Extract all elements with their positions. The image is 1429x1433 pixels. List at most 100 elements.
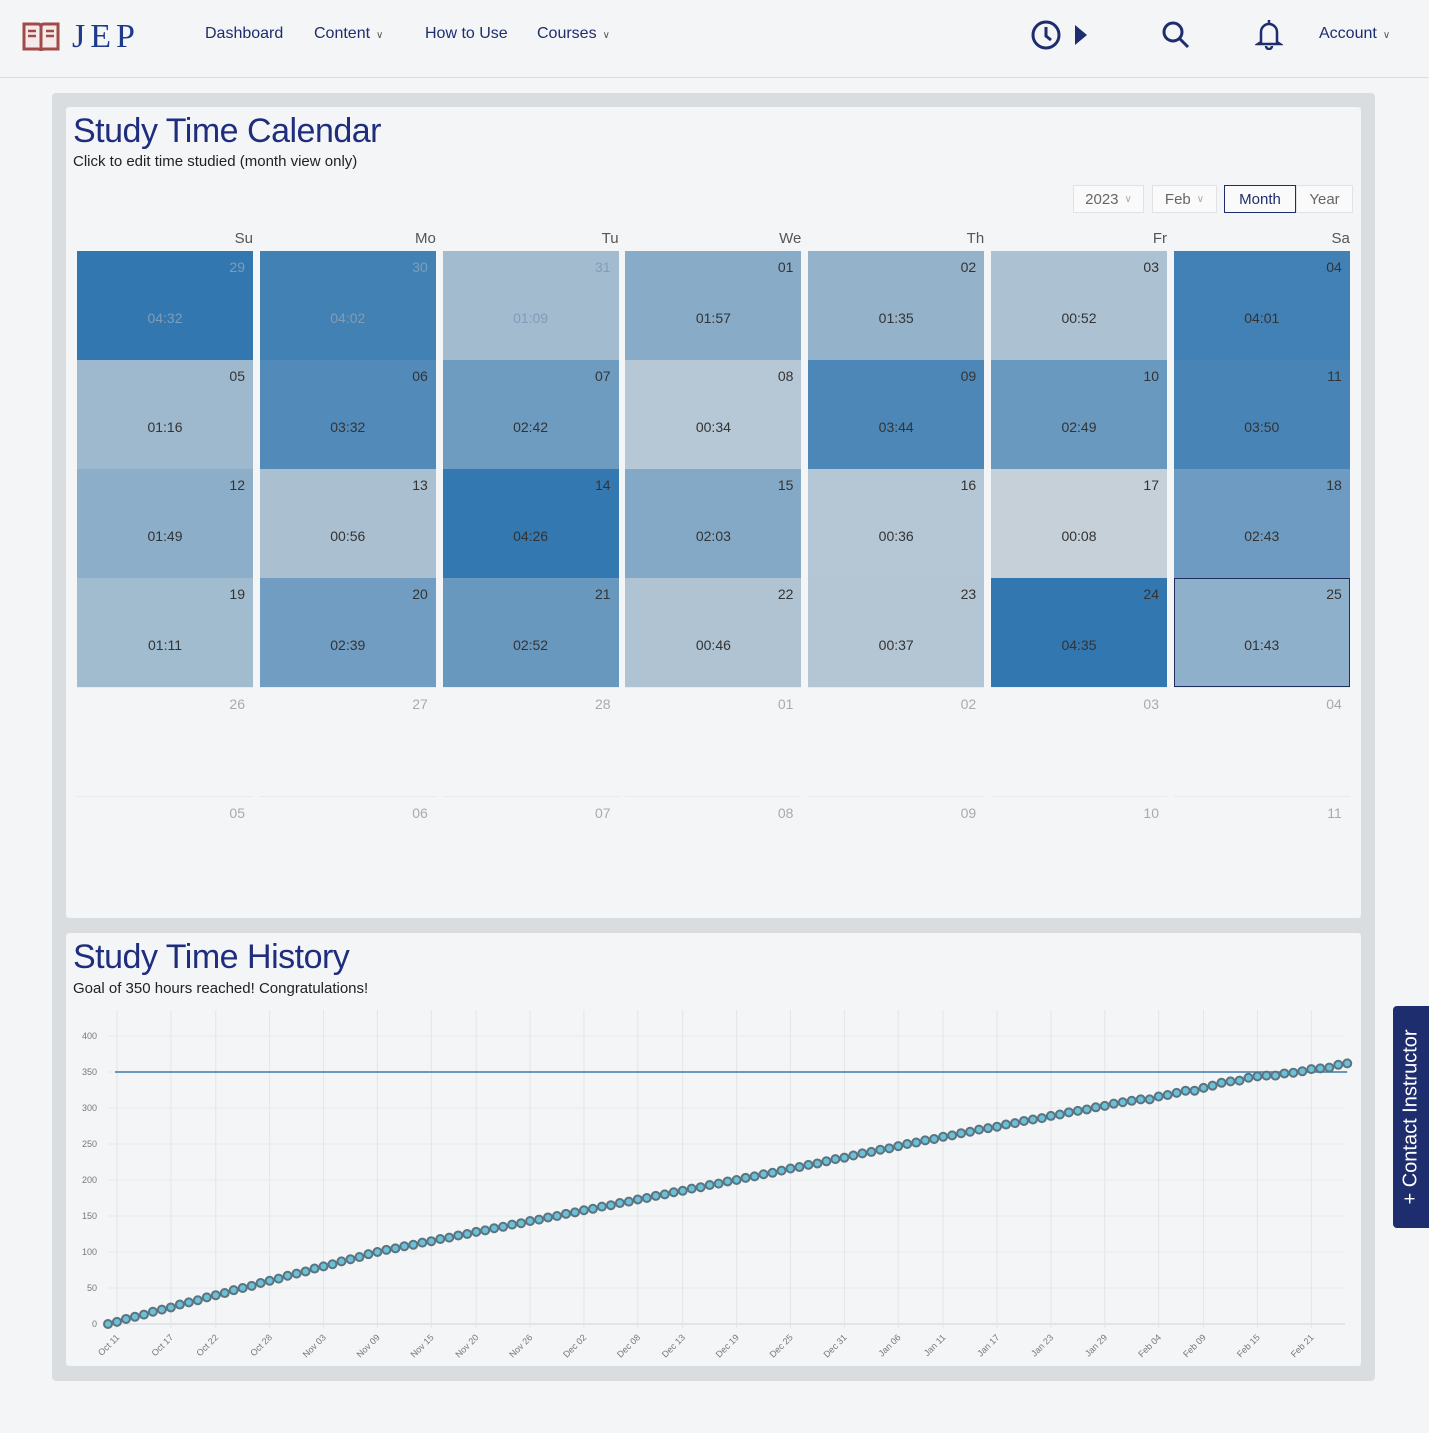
- month-value: Feb: [1164, 190, 1191, 208]
- x-tick-label: Jan 06: [876, 1332, 902, 1358]
- calendar-day[interactable]: 28: [442, 687, 619, 796]
- nav-dashboard[interactable]: Dashboard: [205, 25, 283, 43]
- clock-icon[interactable]: [1030, 19, 1062, 51]
- calendar-day[interactable]: 05 01:16: [77, 360, 253, 469]
- calendar-day[interactable]: 20 02:39: [259, 578, 436, 687]
- calendar-day[interactable]: 14 04:26: [442, 469, 619, 578]
- book-icon: [22, 22, 60, 52]
- calendar-day[interactable]: 21 02:52: [442, 578, 619, 687]
- month-select[interactable]: Feb ∨: [1152, 185, 1217, 213]
- bell-icon[interactable]: [1255, 18, 1283, 50]
- data-point: [1207, 1080, 1218, 1091]
- time-studied: 02:52: [513, 637, 549, 653]
- calendar-day[interactable]: 07: [442, 796, 619, 905]
- day-number: 09: [960, 368, 977, 384]
- data-point: [345, 1254, 356, 1265]
- time-studied: 00:37: [878, 637, 914, 653]
- data-point: [120, 1313, 131, 1324]
- calendar-day[interactable]: 12 01:49: [77, 469, 253, 578]
- logo[interactable]: JEP: [22, 18, 140, 56]
- data-point: [1279, 1068, 1290, 1079]
- chevron-down-icon: ∨: [1124, 193, 1132, 205]
- data-point: [596, 1201, 607, 1212]
- data-point: [489, 1223, 500, 1234]
- calendar-day[interactable]: 30 04:02: [259, 251, 436, 360]
- data-point: [830, 1154, 841, 1165]
- nav-how-to-use[interactable]: How to Use: [425, 25, 508, 43]
- nav-courses[interactable]: Courses ∨: [537, 25, 610, 43]
- calendar-day[interactable]: 10 02:49: [991, 360, 1167, 469]
- calendar-day[interactable]: 03 00:52: [991, 251, 1167, 360]
- data-point: [677, 1185, 688, 1196]
- time-studied: 02:43: [1244, 528, 1280, 544]
- calendar-day[interactable]: 18 02:43: [1173, 469, 1350, 578]
- calendar-day[interactable]: 02: [808, 687, 985, 796]
- data-point: [821, 1156, 832, 1167]
- calendar-day[interactable]: 25 01:43: [1173, 578, 1350, 687]
- calendar-day[interactable]: 27: [259, 687, 436, 796]
- data-point: [686, 1183, 697, 1194]
- data-point: [147, 1306, 158, 1317]
- calendar-day[interactable]: 04 04:01: [1173, 251, 1350, 360]
- day-number: 01: [777, 696, 794, 712]
- data-point: [471, 1226, 482, 1237]
- calendar-day[interactable]: 03: [991, 687, 1167, 796]
- calendar-day[interactable]: 01: [625, 687, 802, 796]
- play-icon[interactable]: [1073, 24, 1089, 46]
- calendar-day[interactable]: 24 04:35: [991, 578, 1167, 687]
- account-menu[interactable]: Account ∨: [1319, 25, 1390, 43]
- data-point: [722, 1176, 733, 1187]
- data-point: [318, 1261, 329, 1272]
- calendar-day[interactable]: 09: [808, 796, 985, 905]
- calendar-day[interactable]: 22 00:46: [625, 578, 802, 687]
- time-studied: 00:34: [695, 419, 731, 435]
- calendar-day[interactable]: 10: [991, 796, 1167, 905]
- data-point: [560, 1208, 571, 1219]
- day-number: 05: [229, 805, 245, 821]
- calendar-day[interactable]: 11: [1173, 796, 1350, 905]
- x-tick-label: Dec 02: [561, 1332, 588, 1359]
- calendar-day[interactable]: 26: [77, 687, 253, 796]
- x-tick-label: Feb 21: [1289, 1332, 1316, 1359]
- x-tick-label: Jan 17: [975, 1332, 1001, 1358]
- calendar-day[interactable]: 07 02:42: [442, 360, 619, 469]
- day-number: 01: [777, 259, 794, 275]
- calendar-day[interactable]: 02 01:35: [808, 251, 985, 360]
- data-point: [974, 1124, 985, 1135]
- calendar-day[interactable]: 31 01:09: [442, 251, 619, 360]
- data-point: [1153, 1091, 1164, 1102]
- contact-instructor-button[interactable]: + Contact Instructor: [1393, 1006, 1429, 1228]
- day-number: 10: [1143, 805, 1159, 821]
- calendar-day[interactable]: 06 03:32: [259, 360, 436, 469]
- calendar-day[interactable]: 01 01:57: [625, 251, 802, 360]
- calendar-day[interactable]: 16 00:36: [808, 469, 985, 578]
- calendar-day[interactable]: 15 02:03: [625, 469, 802, 578]
- year-view-button[interactable]: Year: [1296, 185, 1353, 213]
- data-point: [525, 1216, 536, 1227]
- calendar-day[interactable]: 19 01:11: [77, 578, 253, 687]
- calendar-day[interactable]: 09 03:44: [808, 360, 985, 469]
- day-number: 19: [229, 586, 245, 602]
- month-view-button[interactable]: Month: [1224, 185, 1296, 213]
- calendar-day[interactable]: 08: [625, 796, 802, 905]
- calendar-day[interactable]: 08 00:34: [625, 360, 802, 469]
- calendar-day[interactable]: 23 00:37: [808, 578, 985, 687]
- calendar-day[interactable]: 11 03:50: [1173, 360, 1350, 469]
- data-point: [1333, 1059, 1344, 1070]
- data-point: [578, 1205, 589, 1216]
- search-icon[interactable]: [1160, 19, 1192, 51]
- calendar-day[interactable]: 29 04:32: [77, 251, 253, 360]
- data-point: [794, 1162, 805, 1173]
- year-select[interactable]: 2023 ∨: [1073, 185, 1144, 213]
- nav-content[interactable]: Content ∨: [314, 25, 383, 43]
- day-number: 04: [1326, 696, 1342, 712]
- calendar-day[interactable]: 17 00:08: [991, 469, 1167, 578]
- calendar-day[interactable]: 13 00:56: [259, 469, 436, 578]
- calendar-day[interactable]: 05: [77, 796, 253, 905]
- weekday-header: Su: [234, 230, 253, 247]
- data-point: [417, 1237, 428, 1248]
- y-tick-label: 150: [82, 1211, 97, 1221]
- calendar-day[interactable]: 04: [1173, 687, 1350, 796]
- day-number: 08: [777, 368, 794, 384]
- calendar-day[interactable]: 06: [259, 796, 436, 905]
